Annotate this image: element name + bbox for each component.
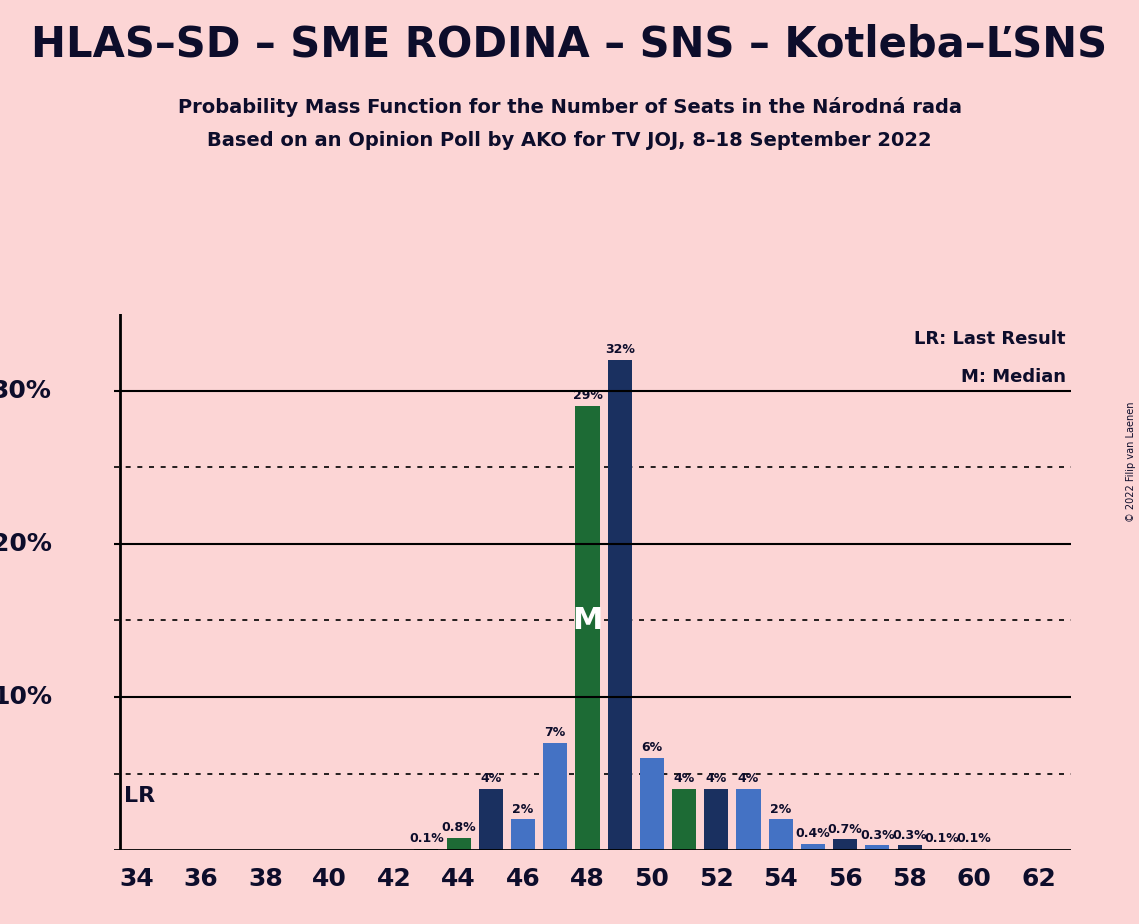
- Text: 0.1%: 0.1%: [409, 832, 444, 845]
- Bar: [704, 789, 728, 850]
- Bar: [575, 406, 599, 850]
- Text: HLAS–SD – SME RODINA – SNS – Kotleba–ĽSNS: HLAS–SD – SME RODINA – SNS – Kotleba–ĽSN…: [32, 23, 1107, 65]
- Text: M: M: [572, 606, 603, 635]
- Bar: [543, 743, 567, 850]
- Bar: [511, 820, 535, 850]
- Text: 4%: 4%: [706, 772, 727, 785]
- Bar: [478, 789, 503, 850]
- Text: 29%: 29%: [573, 389, 603, 402]
- Bar: [672, 789, 696, 850]
- Text: 0.3%: 0.3%: [860, 829, 895, 842]
- Bar: [737, 789, 761, 850]
- Text: LR: Last Result: LR: Last Result: [915, 330, 1066, 348]
- Text: 7%: 7%: [544, 726, 566, 739]
- Text: 6%: 6%: [641, 741, 663, 754]
- Text: 0.8%: 0.8%: [441, 821, 476, 834]
- Text: 2%: 2%: [770, 803, 792, 816]
- Bar: [866, 845, 890, 850]
- Bar: [898, 845, 921, 850]
- Text: LR: LR: [123, 786, 155, 807]
- Bar: [929, 848, 953, 850]
- Bar: [415, 848, 439, 850]
- Text: 0.4%: 0.4%: [795, 827, 830, 840]
- Text: 4%: 4%: [481, 772, 501, 785]
- Text: 10%: 10%: [0, 685, 51, 709]
- Text: 0.1%: 0.1%: [957, 832, 991, 845]
- Text: Based on an Opinion Poll by AKO for TV JOJ, 8–18 September 2022: Based on an Opinion Poll by AKO for TV J…: [207, 131, 932, 151]
- Text: 30%: 30%: [0, 379, 51, 403]
- Text: Probability Mass Function for the Number of Seats in the Národná rada: Probability Mass Function for the Number…: [178, 97, 961, 117]
- Bar: [446, 838, 470, 850]
- Text: 2%: 2%: [513, 803, 534, 816]
- Bar: [801, 844, 825, 850]
- Text: 4%: 4%: [738, 772, 760, 785]
- Bar: [769, 820, 793, 850]
- Text: 4%: 4%: [673, 772, 695, 785]
- Bar: [833, 839, 858, 850]
- Text: 0.7%: 0.7%: [828, 822, 862, 835]
- Bar: [962, 848, 986, 850]
- Text: 32%: 32%: [605, 344, 634, 357]
- Text: 0.3%: 0.3%: [892, 829, 927, 842]
- Text: 0.1%: 0.1%: [925, 832, 959, 845]
- Bar: [607, 360, 632, 850]
- Bar: [640, 759, 664, 850]
- Text: 20%: 20%: [0, 532, 51, 556]
- Text: © 2022 Filip van Laenen: © 2022 Filip van Laenen: [1126, 402, 1136, 522]
- Text: M: Median: M: Median: [961, 368, 1066, 385]
